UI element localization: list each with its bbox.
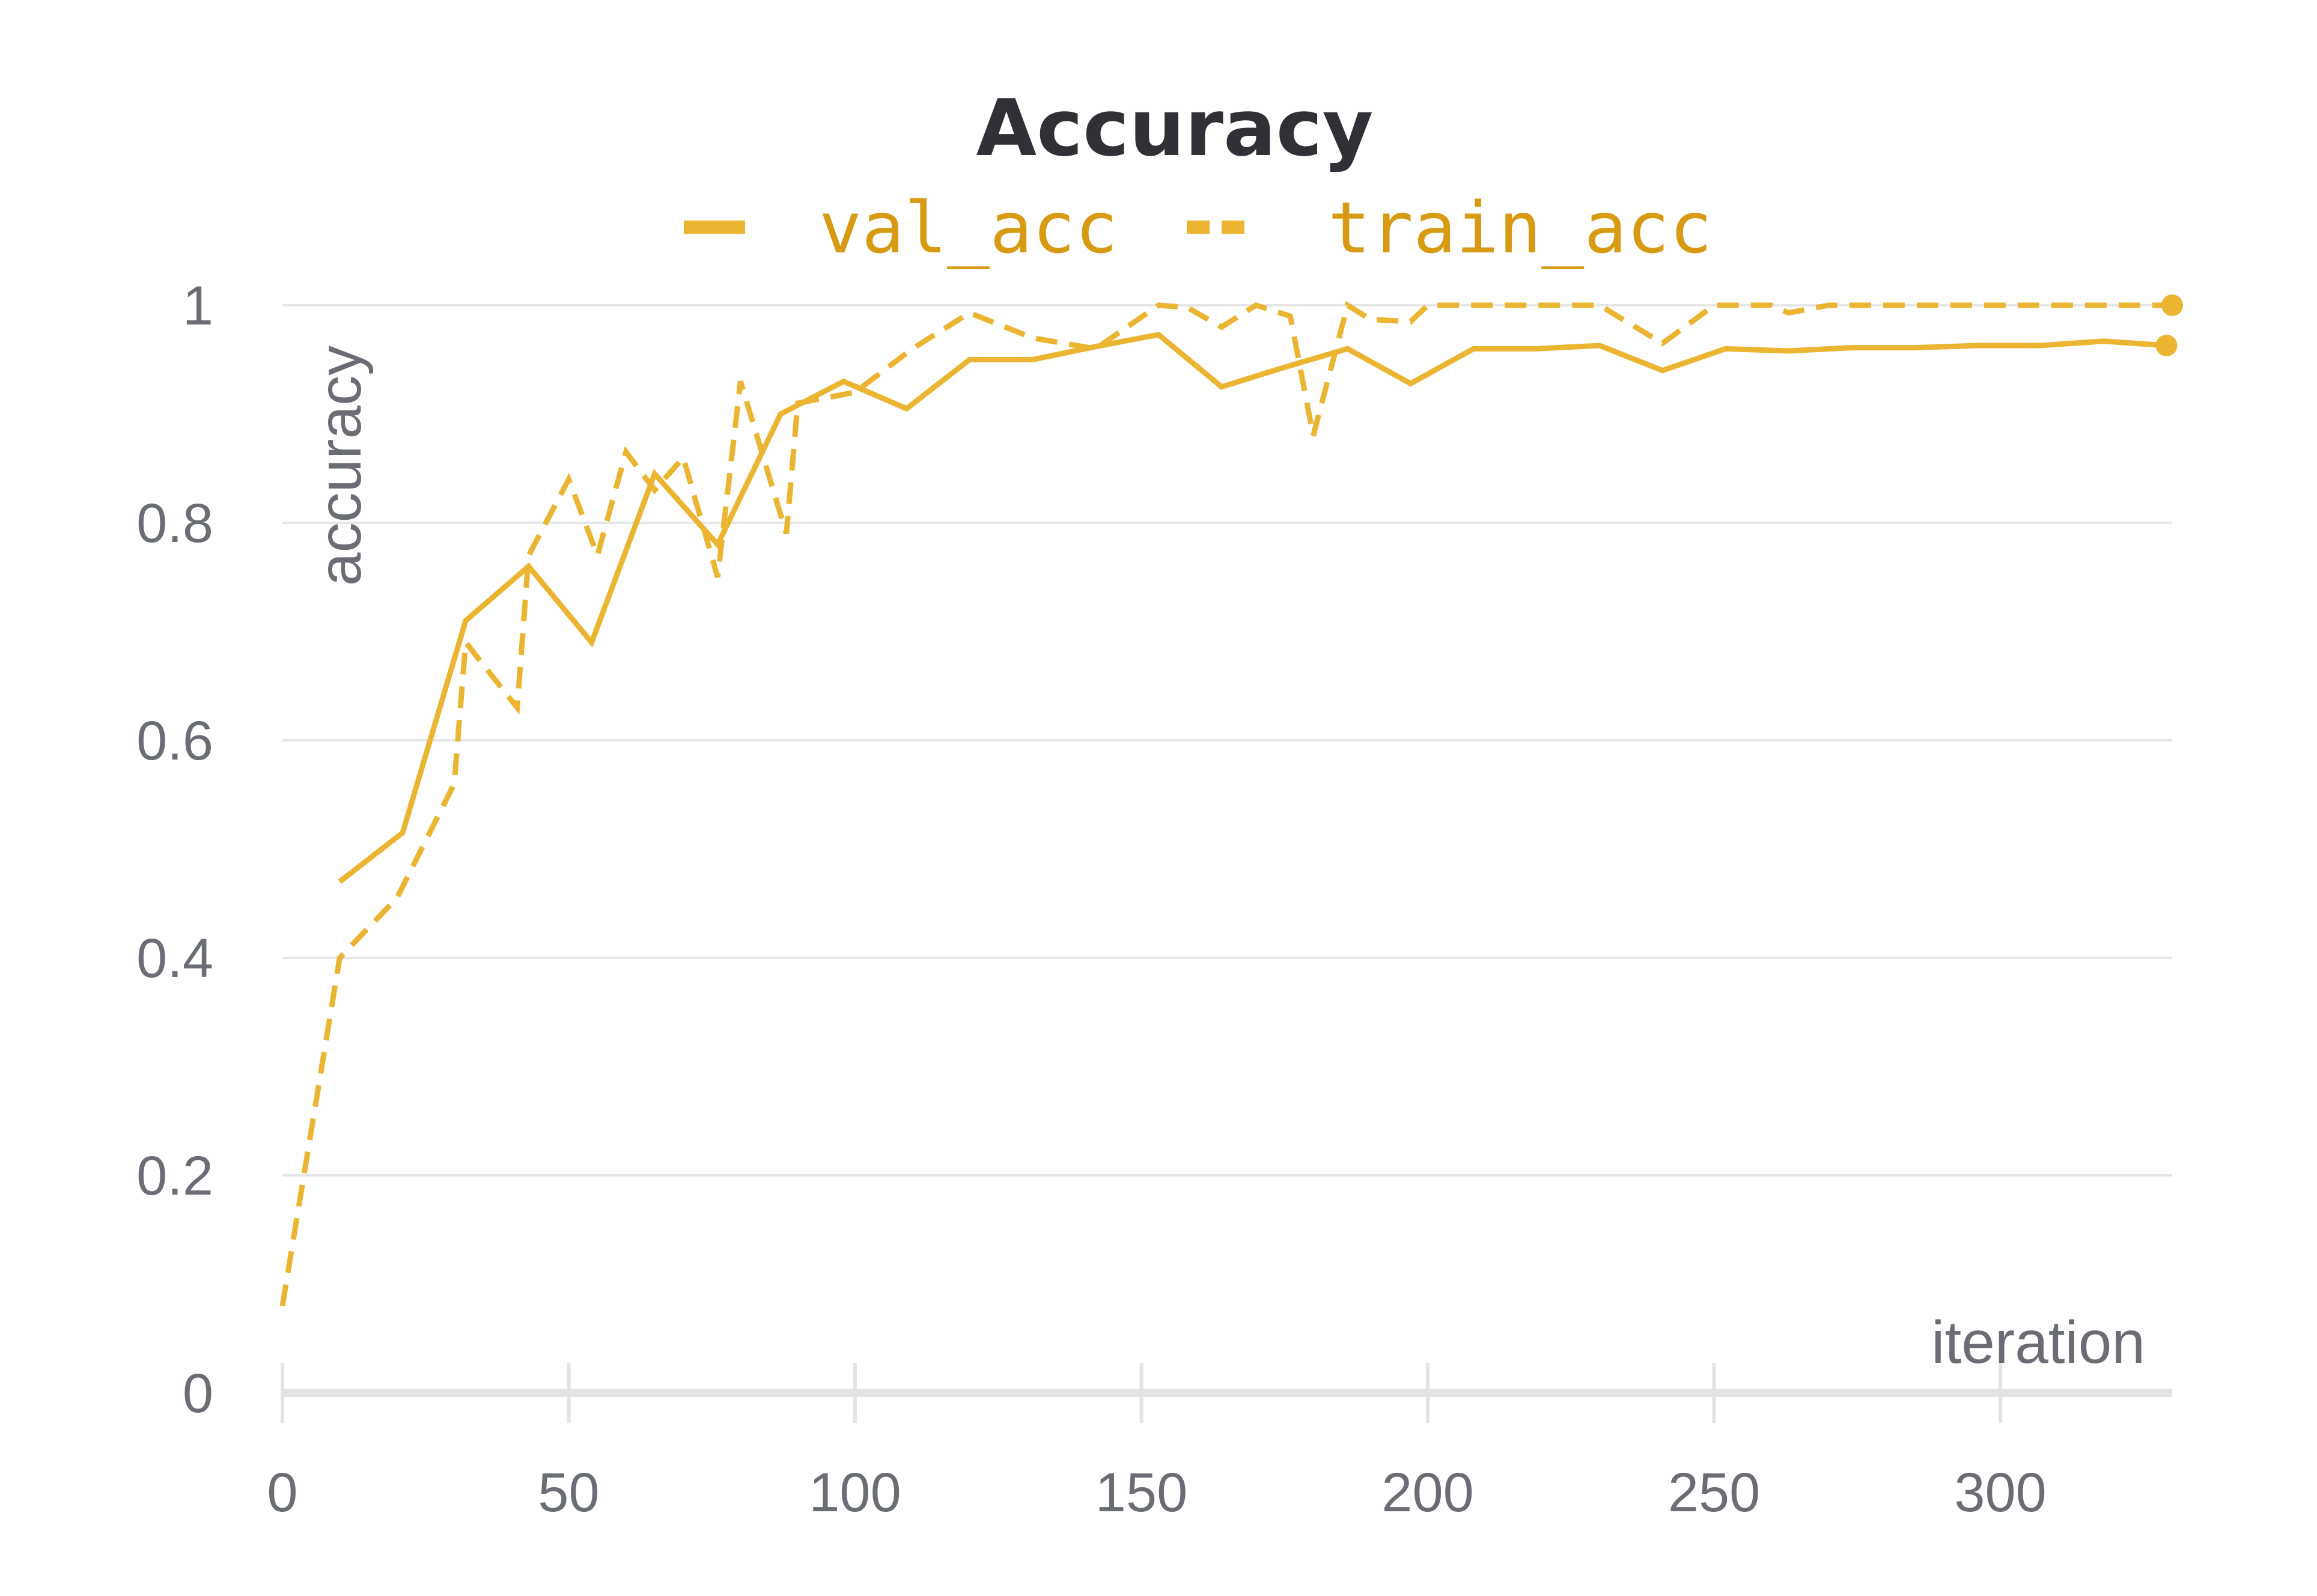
- x-tick-label: 150: [1095, 1462, 1188, 1523]
- x-axis-label: iteration: [1931, 1309, 2145, 1376]
- y-tick-label: 0.8: [136, 493, 213, 554]
- y-tick-label: 0: [183, 1363, 213, 1424]
- x-tick-label: 250: [1668, 1462, 1761, 1523]
- gridlines: [282, 304, 2172, 1177]
- series-line-train-acc: [279, 300, 2172, 1306]
- y-tick-label: 0.2: [136, 1145, 213, 1207]
- legend-label-train-acc: train_acc: [1328, 186, 1712, 269]
- legend: val_acc train_acc: [684, 186, 1712, 269]
- y-tick-label: 1: [183, 275, 213, 337]
- series-lines: [279, 294, 2183, 1306]
- series-line-val-acc: [338, 332, 2167, 884]
- x-tick-label: 0: [267, 1462, 297, 1523]
- chart-title: Accuracy: [976, 82, 1374, 174]
- x-axis: 0 50 100 150 200 250 300: [267, 1363, 2172, 1523]
- x-tick-label: 50: [538, 1462, 599, 1523]
- y-axis-ticks: 0 0.2 0.4 0.6 0.8 1: [136, 275, 213, 1424]
- series-end-marker-train-acc: [2161, 294, 2183, 316]
- x-tick-label: 300: [1954, 1462, 2047, 1523]
- y-tick-label: 0.4: [136, 928, 213, 989]
- y-axis-label: accuracy: [306, 346, 374, 586]
- legend-label-val-acc: val_acc: [819, 186, 1118, 269]
- series-end-marker-val-acc: [2155, 334, 2178, 356]
- y-tick-label: 0.6: [136, 710, 213, 772]
- x-tick-label: 200: [1381, 1462, 1474, 1523]
- x-tick-label: 100: [809, 1462, 901, 1523]
